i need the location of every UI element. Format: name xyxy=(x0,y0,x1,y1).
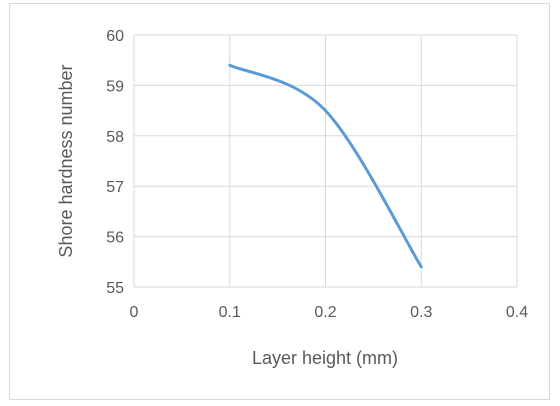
gridlines xyxy=(133,34,518,288)
series-line xyxy=(228,63,423,269)
x-tick-label: 0 xyxy=(130,304,139,321)
y-tick-label: 60 xyxy=(106,28,124,45)
x-tick-label: 0.1 xyxy=(219,304,241,321)
x-tick-label: 0.2 xyxy=(314,304,336,321)
y-tick-label: 57 xyxy=(106,179,124,196)
chart-area xyxy=(9,3,550,400)
y-tick-label: 58 xyxy=(106,129,124,146)
y-axis-label: Shore hardness number xyxy=(56,64,76,257)
x-axis-label: Layer height (mm) xyxy=(252,348,398,368)
x-tick-label: 0.4 xyxy=(506,304,528,321)
y-tick-label: 59 xyxy=(106,78,124,95)
series-lines xyxy=(228,63,423,269)
y-tick-label: 55 xyxy=(106,280,124,297)
x-tick-label: 0.3 xyxy=(410,304,432,321)
y-tick-label: 56 xyxy=(106,230,124,247)
tick-labels: 0 0.1 0.2 0.3 0.4 55 56 57 58 59 60 xyxy=(106,28,528,321)
